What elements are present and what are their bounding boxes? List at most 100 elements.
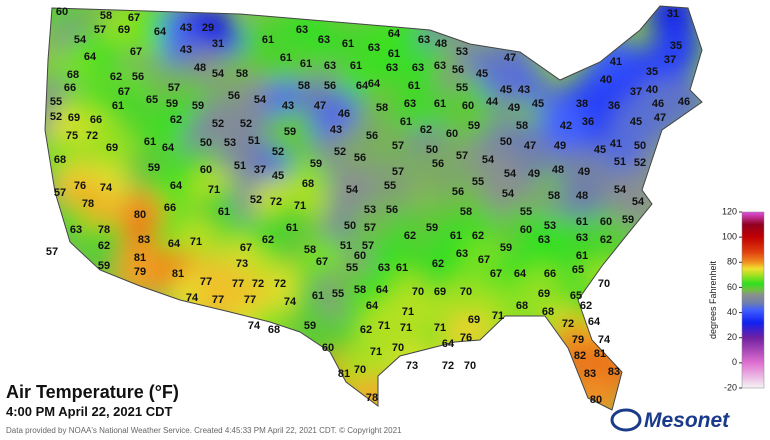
station-temperature: 45 xyxy=(272,170,284,182)
station-temperature: 58 xyxy=(298,80,310,92)
station-temperature: 61 xyxy=(112,100,124,112)
station-temperature: 64 xyxy=(588,316,601,328)
station-temperature: 45 xyxy=(476,68,488,80)
station-temperature: 54 xyxy=(632,196,645,208)
station-temperature: 50 xyxy=(200,137,212,149)
station-temperature: 67 xyxy=(240,242,252,254)
station-temperature: 73 xyxy=(406,360,418,372)
temperature-blob xyxy=(266,108,314,156)
station-temperature: 78 xyxy=(98,224,110,236)
station-temperature: 54 xyxy=(614,184,627,196)
station-temperature: 60 xyxy=(600,216,612,228)
title: Air Temperature (°F) xyxy=(6,382,179,402)
station-temperature: 59 xyxy=(166,98,178,110)
station-temperature: 62 xyxy=(432,258,444,270)
station-temperature: 59 xyxy=(426,222,438,234)
station-temperature: 70 xyxy=(354,364,366,376)
station-temperature: 81 xyxy=(338,368,350,380)
station-temperature: 64 xyxy=(442,338,455,350)
subtitle: 4:00 PM April 22, 2021 CDT xyxy=(6,404,172,419)
station-temperature: 62 xyxy=(98,240,110,252)
station-temperature: 43 xyxy=(330,124,342,136)
station-temperature: 63 xyxy=(296,24,308,36)
station-temperature: 83 xyxy=(138,234,150,246)
station-temperature: 58 xyxy=(516,120,528,132)
station-temperature: 62 xyxy=(420,124,432,136)
station-temperature: 58 xyxy=(236,68,248,80)
station-temperature: 68 xyxy=(67,69,79,81)
station-temperature: 59 xyxy=(500,242,512,254)
station-temperature: 59 xyxy=(622,214,634,226)
station-temperature: 74 xyxy=(248,320,261,332)
station-temperature: 83 xyxy=(608,366,620,378)
station-temperature: 62 xyxy=(580,300,592,312)
station-temperature: 60 xyxy=(462,100,474,112)
station-temperature: 62 xyxy=(404,230,416,242)
station-temperature: 48 xyxy=(435,38,447,50)
station-temperature: 38 xyxy=(576,98,588,110)
station-temperature: 60 xyxy=(200,164,212,176)
station-temperature: 76 xyxy=(460,332,472,344)
station-temperature: 61 xyxy=(396,262,408,274)
station-temperature: 63 xyxy=(538,234,550,246)
station-temperature: 36 xyxy=(608,100,620,112)
station-temperature: 74 xyxy=(284,296,297,308)
station-temperature: 63 xyxy=(418,34,430,46)
station-temperature: 78 xyxy=(366,392,378,404)
station-temperature: 45 xyxy=(630,116,642,128)
station-temperature: 63 xyxy=(378,262,390,274)
station-temperature: 77 xyxy=(212,294,224,306)
station-temperature: 67 xyxy=(490,268,502,280)
station-temperature: 63 xyxy=(318,34,330,46)
station-temperature: 44 xyxy=(486,96,499,108)
station-temperature: 61 xyxy=(144,136,156,148)
station-temperature: 68 xyxy=(268,324,280,336)
station-temperature: 75 xyxy=(66,130,78,142)
station-temperature: 49 xyxy=(508,102,520,114)
station-temperature: 35 xyxy=(646,66,658,78)
station-temperature: 55 xyxy=(520,206,532,218)
station-temperature: 62 xyxy=(170,114,182,126)
station-temperature: 82 xyxy=(574,350,586,362)
colorbar-tick-label: 0 xyxy=(732,357,737,367)
colorbar-tick-label: -20 xyxy=(724,382,737,392)
station-temperature: 80 xyxy=(590,394,602,406)
station-temperature: 46 xyxy=(652,98,664,110)
station-temperature: 63 xyxy=(368,42,380,54)
station-temperature: 45 xyxy=(532,98,544,110)
station-temperature: 67 xyxy=(118,86,130,98)
station-temperature: 69 xyxy=(468,314,480,326)
station-temperature: 55 xyxy=(332,288,344,300)
station-temperature: 63 xyxy=(434,60,446,72)
station-temperature: 58 xyxy=(460,206,472,218)
station-temperature: 61 xyxy=(280,52,292,64)
station-temperature: 71 xyxy=(294,200,306,212)
colorbar-tick-label: 60 xyxy=(727,282,737,292)
station-temperature: 63 xyxy=(386,62,398,74)
station-temperature: 49 xyxy=(578,166,590,178)
station-temperature: 56 xyxy=(366,130,378,142)
station-temperature: 57 xyxy=(168,82,180,94)
station-temperature: 48 xyxy=(552,164,564,176)
station-temperature: 59 xyxy=(148,162,160,174)
station-temperature: 47 xyxy=(504,52,516,64)
station-temperature: 43 xyxy=(180,44,192,56)
station-temperature: 50 xyxy=(344,220,356,232)
station-temperature: 31 xyxy=(667,8,679,20)
station-temperature: 49 xyxy=(554,140,566,152)
station-temperature: 61 xyxy=(576,250,588,262)
station-temperature: 57 xyxy=(54,187,66,199)
station-temperature: 73 xyxy=(236,258,248,270)
station-temperature: 56 xyxy=(452,64,464,76)
station-temperature: 52 xyxy=(334,146,346,158)
station-temperature: 54 xyxy=(254,94,267,106)
station-temperature: 55 xyxy=(384,180,396,192)
station-temperature: 62 xyxy=(472,230,484,242)
station-temperature: 43 xyxy=(518,84,530,96)
station-temperature: 48 xyxy=(576,190,588,202)
station-temperature: 77 xyxy=(244,294,256,306)
station-temperature: 59 xyxy=(468,120,480,132)
station-temperature: 69 xyxy=(106,142,118,154)
station-temperature: 61 xyxy=(350,60,362,72)
